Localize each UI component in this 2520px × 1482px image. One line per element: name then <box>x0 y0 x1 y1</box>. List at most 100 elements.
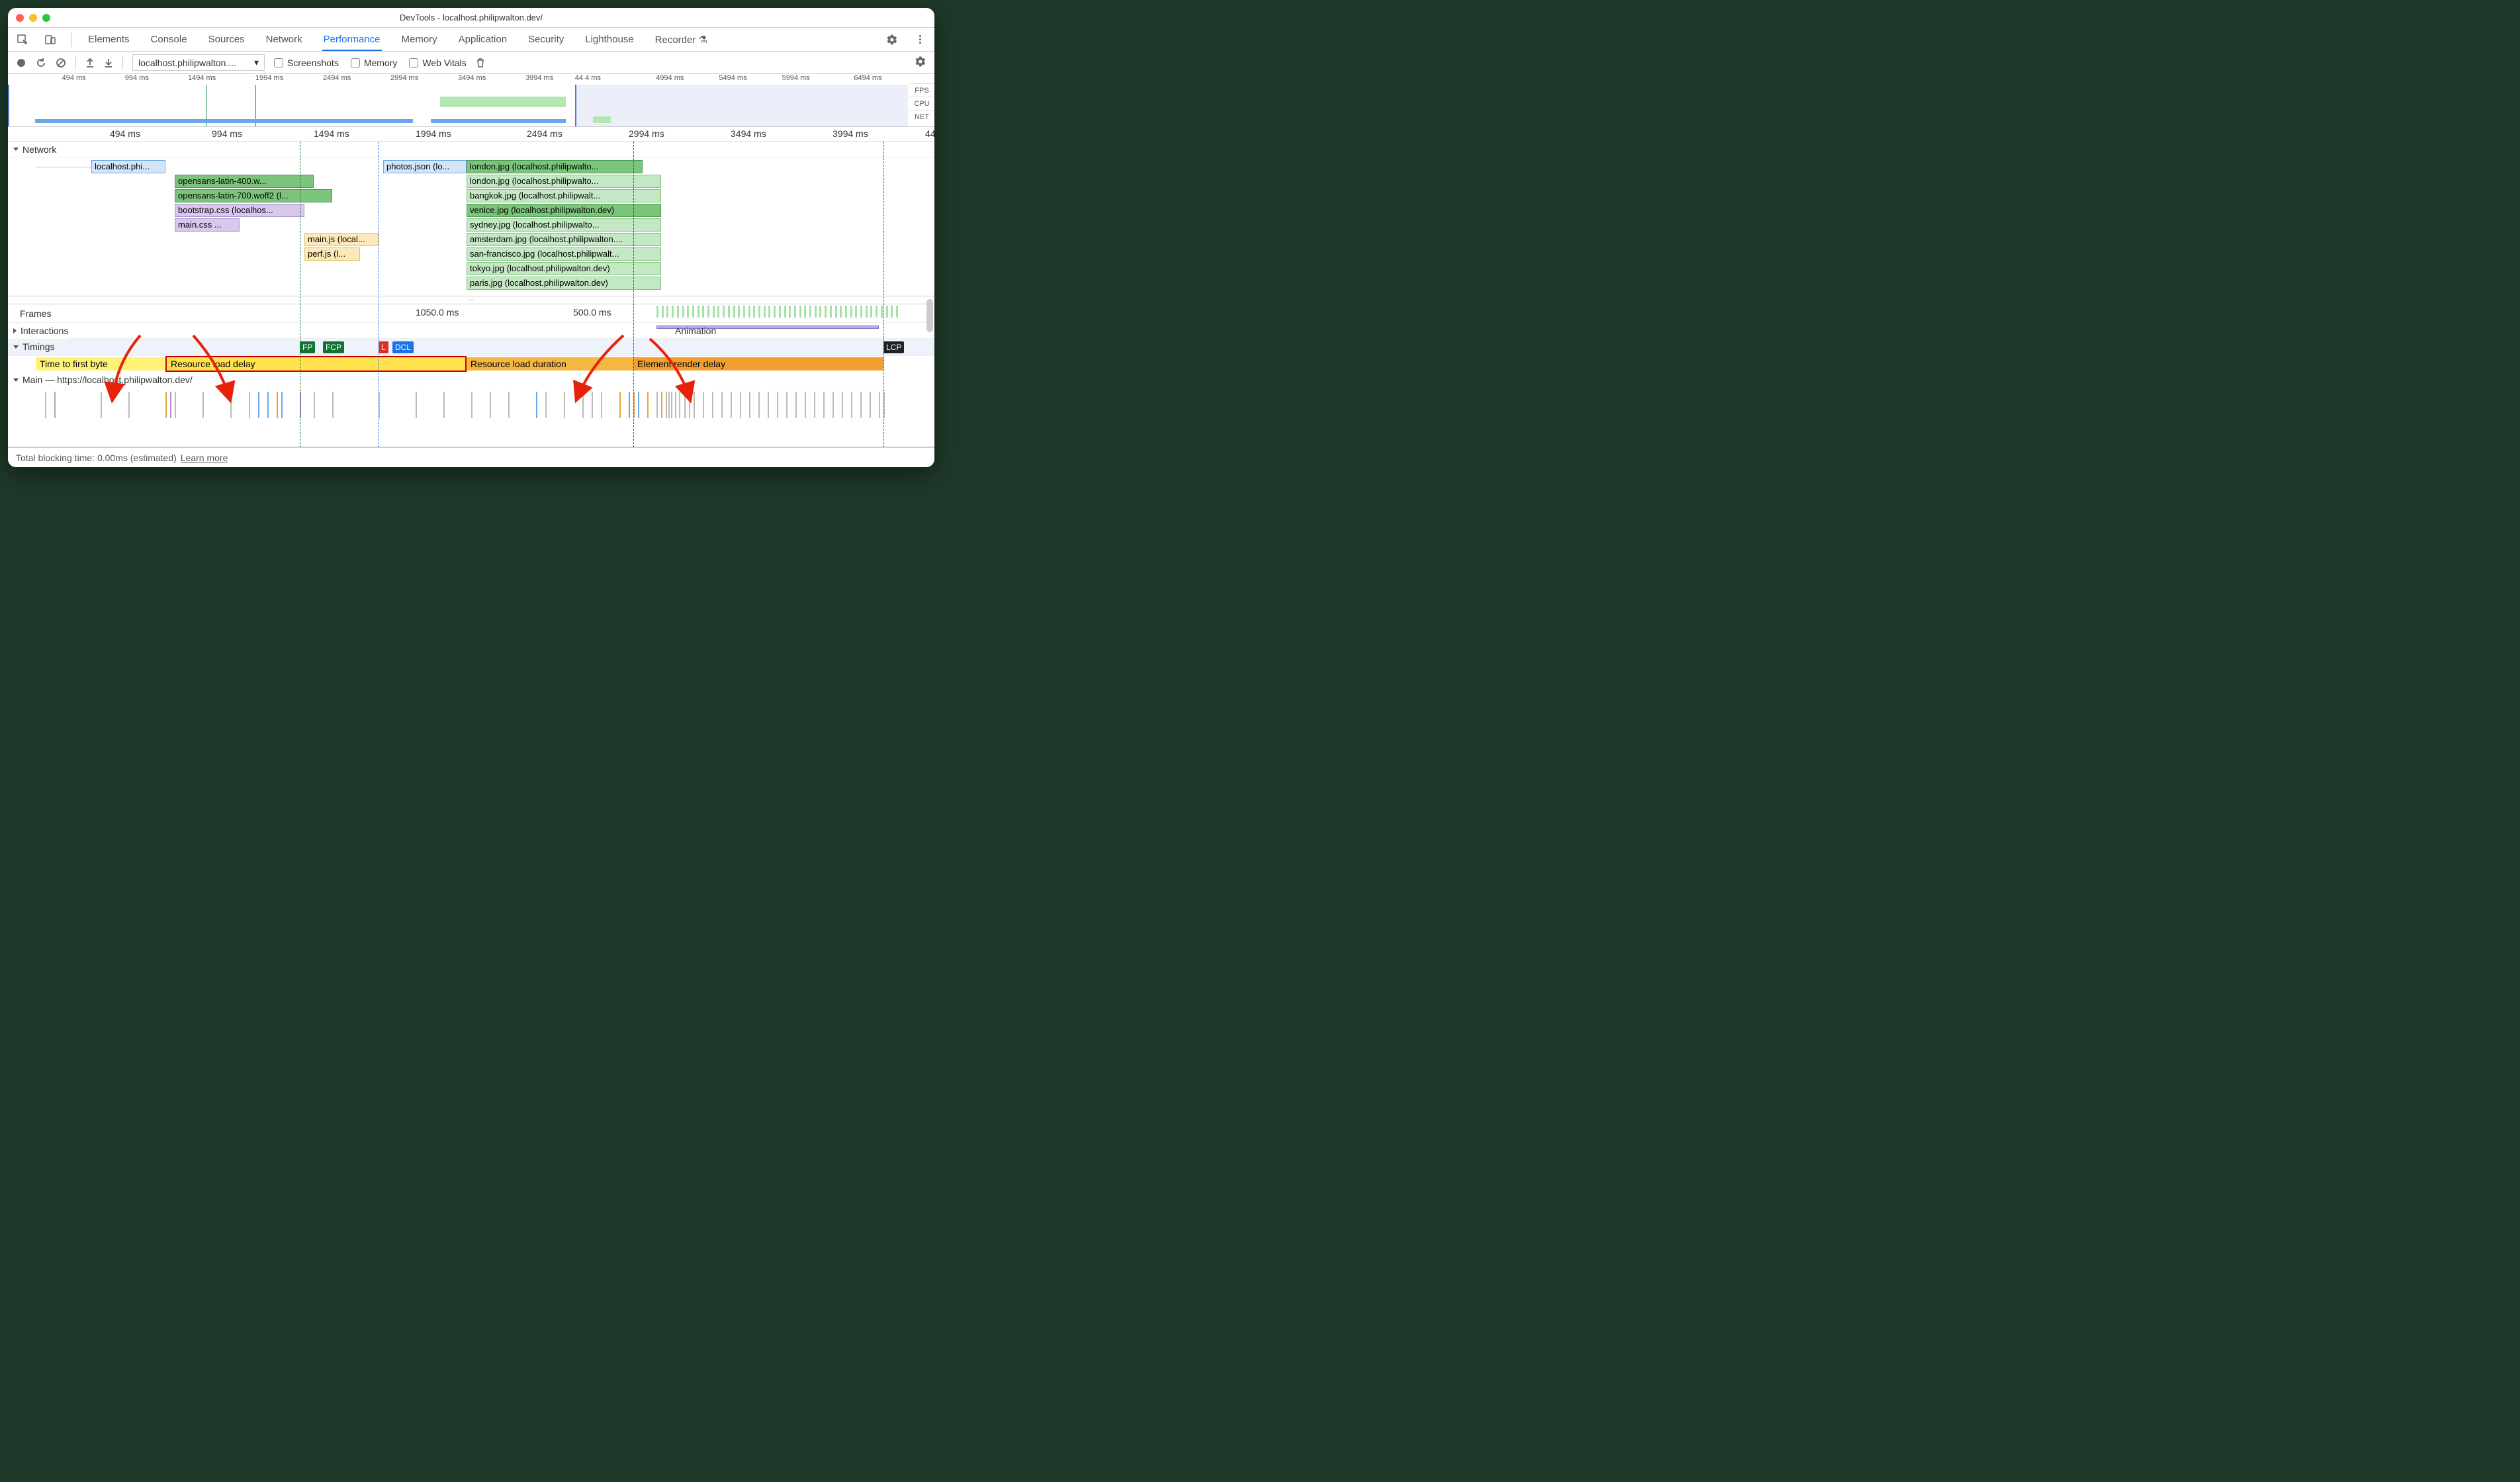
task-sliver[interactable] <box>277 392 278 418</box>
task-sliver[interactable] <box>842 392 843 418</box>
task-sliver[interactable] <box>258 392 259 418</box>
task-sliver[interactable] <box>267 392 269 418</box>
overview-handle[interactable] <box>575 85 576 126</box>
task-sliver[interactable] <box>679 392 680 418</box>
network-request[interactable]: tokyo.jpg (localhost.philipwalton.dev) <box>467 262 661 275</box>
task-sliver[interactable] <box>45 392 46 418</box>
task-sliver[interactable] <box>832 392 834 418</box>
task-sliver[interactable] <box>805 392 806 418</box>
delete-button[interactable] <box>476 58 485 68</box>
more-icon[interactable] <box>913 33 926 46</box>
task-sliver[interactable] <box>684 392 686 418</box>
task-sliver[interactable] <box>689 392 690 418</box>
device-icon[interactable] <box>44 33 57 46</box>
task-sliver[interactable] <box>545 392 547 418</box>
task-sliver[interactable] <box>101 392 102 418</box>
network-section-header[interactable]: Network <box>8 142 934 157</box>
task-sliver[interactable] <box>860 392 862 418</box>
task-sliver[interactable] <box>471 392 472 418</box>
resize-handle[interactable]: ⋯ <box>8 296 934 304</box>
task-sliver[interactable] <box>249 392 250 418</box>
network-request[interactable]: san-francisco.jpg (localhost.philipwalt.… <box>467 247 661 261</box>
network-request[interactable]: bootstrap.css (localhos... <box>175 204 304 217</box>
tab-elements[interactable]: Elements <box>87 28 131 51</box>
tab-performance[interactable]: Performance <box>322 28 382 51</box>
task-sliver[interactable] <box>443 392 445 418</box>
tab-lighthouse[interactable]: Lighthouse <box>584 28 635 51</box>
network-waterfall[interactable]: localhost.phi... opensans-latin-400.w...o… <box>8 157 934 296</box>
interactions-row[interactable]: Interactions Animation <box>8 323 934 339</box>
overview-handle[interactable] <box>8 85 9 126</box>
network-request[interactable]: bangkok.jpg (localhost.philipwalt... <box>467 189 661 202</box>
network-request[interactable]: paris.jpg (localhost.philipwalton.dev) <box>467 277 661 290</box>
network-request[interactable]: perf.js (l... <box>304 247 360 261</box>
tab-application[interactable]: Application <box>457 28 508 51</box>
task-sliver[interactable] <box>638 392 639 418</box>
checkbox-screenshots[interactable]: Screenshots <box>274 58 339 68</box>
task-sliver[interactable] <box>721 392 723 418</box>
tab-memory[interactable]: Memory <box>400 28 439 51</box>
task-sliver[interactable] <box>694 392 695 418</box>
network-request[interactable]: sydney.jpg (localhost.philipwalto... <box>467 218 661 232</box>
clear-button[interactable] <box>56 58 66 68</box>
timing-marker-fcp[interactable]: FCP <box>323 341 344 353</box>
tab-recorder[interactable]: Recorder ⚗ <box>654 28 709 51</box>
task-sliver[interactable] <box>536 392 537 418</box>
task-sliver[interactable] <box>666 392 667 418</box>
time-ruler[interactable]: 494 ms994 ms1494 ms1994 ms2494 ms2994 ms… <box>8 127 934 142</box>
timing-marker-l[interactable]: L <box>379 341 388 353</box>
tab-console[interactable]: Console <box>150 28 189 51</box>
network-request[interactable]: london.jpg (localhost.philipwalto... <box>467 175 661 188</box>
download-button[interactable] <box>104 58 113 68</box>
task-sliver[interactable] <box>202 392 204 418</box>
timing-marker-dcl[interactable]: DCL <box>392 341 414 353</box>
timing-marker-lcp[interactable]: LCP <box>883 341 904 353</box>
network-request[interactable]: opensans-latin-400.w... <box>175 175 314 188</box>
task-sliver[interactable] <box>656 392 658 418</box>
frames-row[interactable]: Frames 1050.0 ms500.0 ms <box>8 304 934 323</box>
task-sliver[interactable] <box>879 392 880 418</box>
network-request[interactable]: amsterdam.jpg (localhost.philipwalton...… <box>467 233 661 246</box>
lcp-segment[interactable]: Element render delay <box>633 357 883 370</box>
task-sliver[interactable] <box>758 392 760 418</box>
task-sliver[interactable] <box>786 392 788 418</box>
learn-more-link[interactable]: Learn more <box>181 453 228 463</box>
task-sliver[interactable] <box>814 392 815 418</box>
task-sliver[interactable] <box>619 392 621 418</box>
task-sliver[interactable] <box>795 392 797 418</box>
settings-icon[interactable] <box>885 33 899 46</box>
task-sliver[interactable] <box>740 392 741 418</box>
task-sliver[interactable] <box>592 392 593 418</box>
task-sliver[interactable] <box>508 392 510 418</box>
task-sliver[interactable] <box>629 392 630 418</box>
task-sliver[interactable] <box>777 392 778 418</box>
task-sliver[interactable] <box>582 392 584 418</box>
task-sliver[interactable] <box>601 392 602 418</box>
network-request[interactable]: photos.json (lo... <box>383 160 467 173</box>
timing-marker-fp[interactable]: FP <box>300 341 315 353</box>
task-sliver[interactable] <box>54 392 56 418</box>
task-sliver[interactable] <box>281 392 283 418</box>
task-sliver[interactable] <box>851 392 852 418</box>
timings-row[interactable]: Timings FPFCPLDCLLCP <box>8 339 934 356</box>
network-request[interactable]: localhost.phi... <box>91 160 165 173</box>
inspect-icon[interactable] <box>16 33 29 46</box>
main-flamechart[interactable] <box>8 388 934 447</box>
upload-button[interactable] <box>85 58 95 68</box>
network-request[interactable]: main.js (local... <box>304 233 379 246</box>
panel-settings-icon[interactable] <box>915 56 926 69</box>
main-thread-header[interactable]: Main — https://localhost.philipwalton.de… <box>8 372 934 388</box>
task-sliver[interactable] <box>675 392 676 418</box>
checkbox-memory[interactable]: Memory <box>351 58 398 68</box>
task-sliver[interactable] <box>564 392 565 418</box>
task-sliver[interactable] <box>731 392 732 418</box>
lcp-segments[interactable]: Time to first byteResource load delayRes… <box>8 356 934 372</box>
network-request[interactable]: opensans-latin-700.woff2 (l... <box>175 189 332 202</box>
recording-selector[interactable]: localhost.philipwalton....▾ <box>132 54 265 71</box>
record-button[interactable] <box>16 58 26 68</box>
task-sliver[interactable] <box>314 392 315 418</box>
task-sliver[interactable] <box>671 392 672 418</box>
lcp-segment[interactable]: Resource load delay <box>165 356 467 372</box>
scrollbar[interactable] <box>926 299 933 332</box>
task-sliver[interactable] <box>749 392 750 418</box>
